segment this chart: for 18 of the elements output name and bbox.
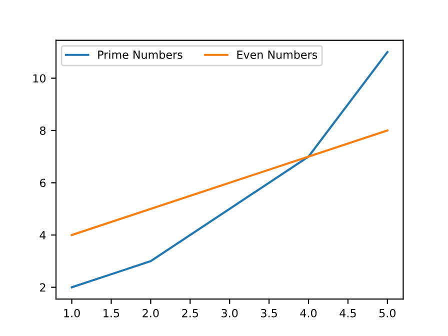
y-tick-label: 8	[40, 126, 46, 135]
x-tick-label: 2.0	[142, 308, 159, 318]
legend-label: Prime Numbers	[98, 50, 182, 59]
x-tick-label: 4.0	[300, 308, 317, 318]
x-tick-label: 2.5	[182, 308, 198, 318]
line-series	[70, 129, 388, 236]
x-tick-label: 4.5	[340, 309, 356, 318]
x-tick-label: 3.0	[222, 308, 238, 318]
y-tick-label: 4	[40, 231, 46, 240]
x-tick-label: 1.0	[64, 308, 80, 318]
y-tick-label: 10	[33, 74, 46, 83]
x-tick-label: 3.5	[261, 308, 277, 318]
y-tick-label: 6	[40, 178, 46, 188]
legend-label: Even Numbers	[237, 50, 318, 59]
line-series	[70, 51, 388, 288]
x-tick-label: 5.0	[379, 308, 396, 318]
x-tick-label: 1.5	[104, 309, 120, 318]
y-tick-label: 2	[40, 283, 46, 292]
